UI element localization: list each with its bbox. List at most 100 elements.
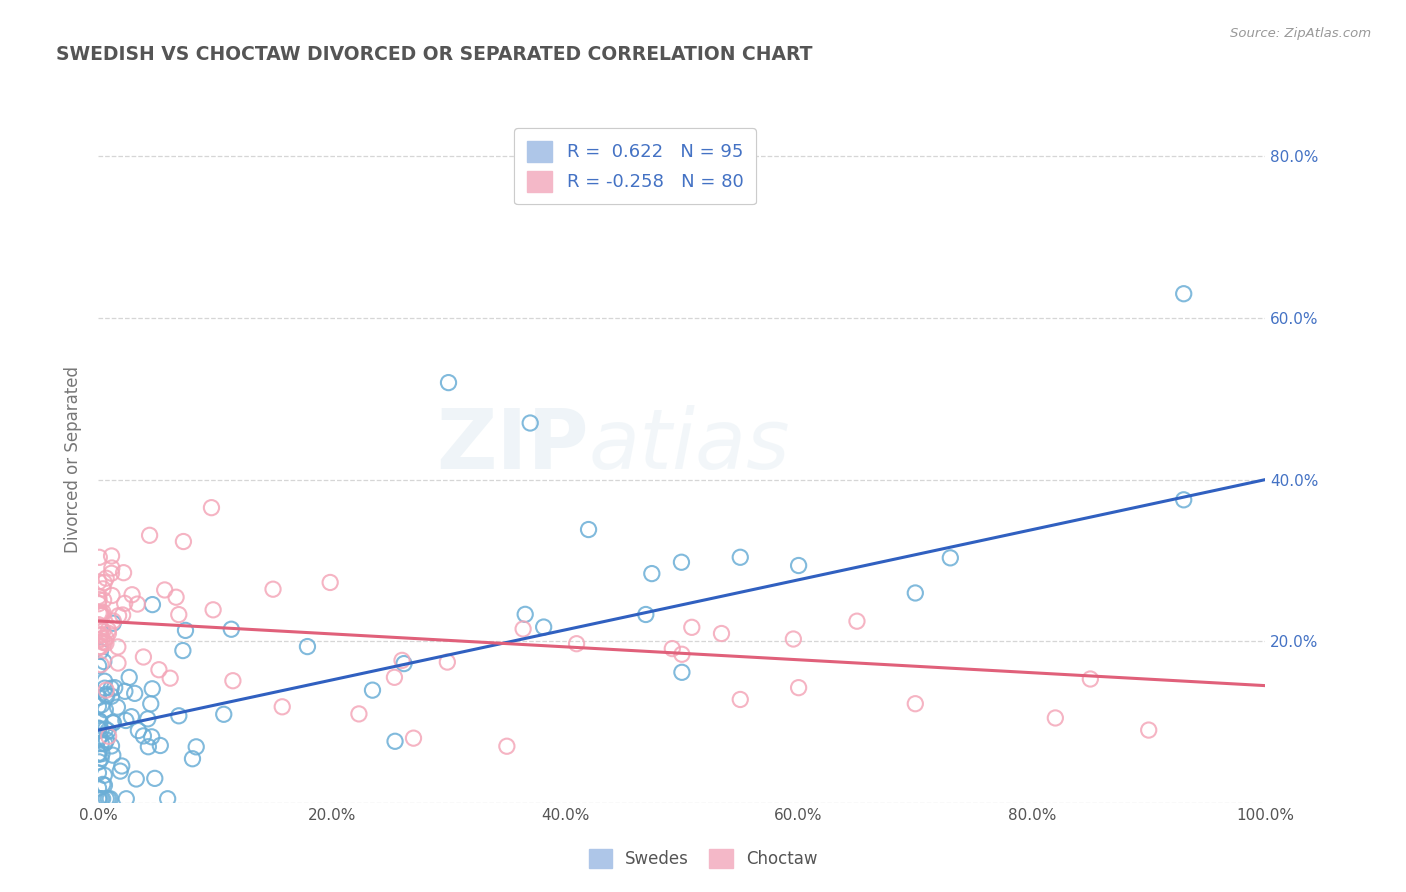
Point [93,681,115,696]
Point [91,791,114,805]
Point [115,714,138,728]
Point [90,751,112,765]
Text: ZIP: ZIP [436,405,589,486]
Point [87,617,110,632]
Point [578,523,600,537]
Point [136,712,159,726]
Point [904,697,927,711]
Point [90,627,112,641]
Point [347,706,370,721]
Point [87,791,110,805]
Point [496,739,519,754]
Point [94,688,117,702]
Point [1080,672,1102,686]
Point [138,739,160,754]
Point [91,777,114,791]
Point [101,589,124,603]
Point [93,768,115,782]
Text: SWEDISH VS CHOCTAW DIVORCED OR SEPARATED CORRELATION CHART: SWEDISH VS CHOCTAW DIVORCED OR SEPARATED… [56,45,813,63]
Point [89,714,111,728]
Point [319,575,342,590]
Point [112,566,135,580]
Point [97,623,120,637]
Point [141,598,163,612]
Point [107,640,129,654]
Point [101,715,124,730]
Point [297,640,319,654]
Point [90,621,112,635]
Point [87,755,110,769]
Point [141,681,163,696]
Point [124,686,146,700]
Point [87,699,110,714]
Point [392,657,415,671]
Point [87,606,110,620]
Point [97,626,120,640]
Point [671,555,693,569]
Point [89,640,111,654]
Point [114,596,136,610]
Point [89,640,111,655]
Point [121,588,143,602]
Point [565,637,588,651]
Point [1173,286,1195,301]
Point [533,620,555,634]
Point [174,624,197,638]
Point [1137,723,1160,737]
Point [384,734,406,748]
Point [114,684,136,698]
Point [634,607,657,622]
Point [90,606,112,620]
Point [172,534,194,549]
Point [101,748,124,763]
Point [93,674,115,689]
Point [120,709,142,723]
Point [91,747,114,761]
Point [515,607,537,622]
Point [391,653,413,667]
Point [93,635,115,649]
Point [87,780,110,795]
Point [100,681,122,696]
Point [98,791,121,805]
Point [671,665,693,680]
Point [96,733,118,747]
Point [103,616,125,631]
Point [107,700,129,714]
Point [1173,492,1195,507]
Point [111,759,134,773]
Point [93,593,115,607]
Point [87,721,110,735]
Point [104,681,127,695]
Point [127,597,149,611]
Point [153,582,176,597]
Point [87,731,110,745]
Point [710,626,733,640]
Point [159,671,181,685]
Point [96,689,118,703]
Point [103,715,125,730]
Point [149,739,172,753]
Point [202,603,225,617]
Point [91,608,114,623]
Point [94,737,117,751]
Point [89,633,111,648]
Point [1045,711,1067,725]
Point [437,376,460,390]
Legend: R =  0.622   N = 95, R = -0.258   N = 80: R = 0.622 N = 95, R = -0.258 N = 80 [515,128,756,204]
Point [89,714,111,729]
Point [200,500,222,515]
Point [782,632,804,646]
Point [402,731,425,746]
Point [787,558,810,573]
Point [87,765,110,780]
Point [262,582,284,597]
Point [127,723,149,738]
Point [111,607,134,622]
Point [212,707,235,722]
Point [512,622,534,636]
Point [138,528,160,542]
Point [384,670,406,684]
Point [97,723,120,738]
Point [787,681,810,695]
